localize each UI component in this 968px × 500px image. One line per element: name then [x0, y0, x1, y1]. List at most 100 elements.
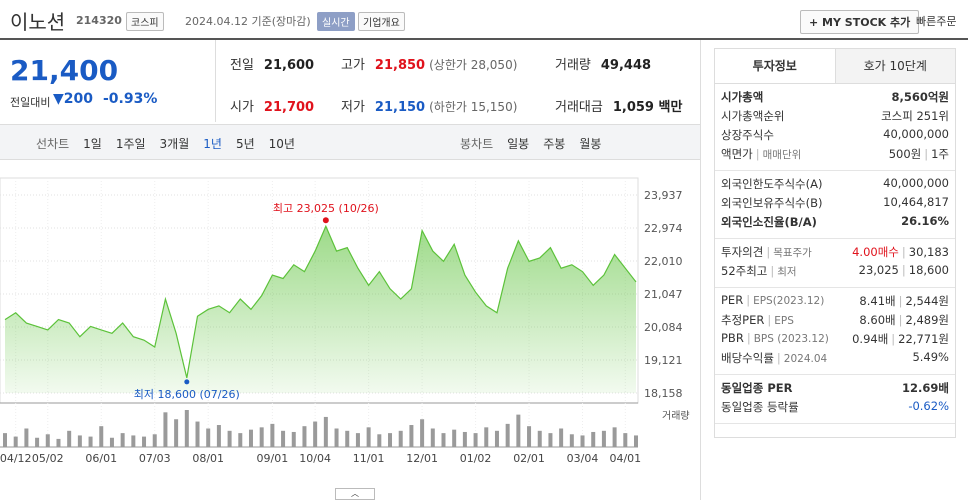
volume-bar — [35, 437, 40, 447]
volume-bar — [13, 436, 18, 447]
volume-bar — [67, 430, 72, 447]
tab[interactable]: 3개월 — [159, 137, 190, 151]
volume-bar — [516, 414, 521, 447]
tab[interactable]: 1년 — [203, 137, 222, 151]
row-label: 동일업종 PER — [721, 380, 792, 396]
quote: 거래량 49,448 — [555, 54, 651, 73]
volume-bar — [109, 437, 114, 447]
quote: 시가 21,700 — [230, 96, 314, 115]
side-row: 동일업종 등락률 -0.62% — [715, 399, 955, 418]
volume-bar — [99, 426, 104, 447]
value-part: 5.49% — [912, 350, 949, 364]
value-part: -0.62% — [908, 399, 949, 413]
value-part: 30,183 — [908, 245, 949, 259]
toggle[interactable]: ︿ — [335, 488, 375, 500]
value-part: 22,771원 — [898, 332, 949, 346]
volume-bar — [580, 435, 585, 447]
divider — [700, 40, 701, 500]
label-part: 외국인소진율(B/A) — [721, 215, 817, 229]
separator: | — [924, 147, 929, 161]
x-tick-label: 04/12 — [0, 452, 32, 465]
side-section: PER | EPS(2023.12) 8.41배 | 2,544원 추정PER | EPS 8.6… — [715, 288, 955, 375]
side-row: 외국인소진율(B/A) 26.16% — [715, 214, 955, 233]
value-part: 8,560억원 — [891, 90, 949, 104]
tab[interactable]: 5년 — [235, 137, 255, 151]
row-value: 500원 | 1주 — [889, 146, 949, 162]
side-tab[interactable]: 호가 10단계 — [863, 59, 927, 73]
quote-label: 고가 — [341, 58, 365, 73]
label-part: 투자의견 — [721, 245, 764, 259]
tab[interactable]: 1일 — [83, 137, 102, 151]
side-row: PER | EPS(2023.12) 8.41배 | 2,544원 — [715, 293, 955, 312]
side-section: 투자의견 | 목표주가 4.00매수 | 30,183 52주최고 | 최저 23,025 | 18,… — [715, 239, 955, 288]
tab[interactable]: 10년 — [268, 137, 295, 151]
row-label: 52주최고 | 최저 — [721, 263, 797, 279]
x-tick-label: 06/01 — [85, 452, 117, 465]
row-value: 4.00매수 | 30,183 — [852, 244, 949, 260]
side-row: 동일업종 PER 12.69배 — [715, 380, 955, 399]
quote-value: 49,448 — [600, 58, 652, 73]
quote-label: 시가 — [230, 100, 254, 115]
side-row: 외국인보유주식수(B) 10,464,817 — [715, 195, 955, 214]
separator: | — [901, 245, 906, 259]
tab[interactable]: 월봉 — [579, 137, 602, 151]
quote-extra: (상한가 28,050) — [429, 58, 518, 72]
mystock-button[interactable]: + MY STOCK 추가 — [800, 10, 920, 34]
volume-bar — [505, 423, 510, 447]
side-tab[interactable]: 투자정보 — [715, 49, 836, 83]
tab[interactable]: 1주일 — [115, 137, 146, 151]
change-pct: -0.93% — [103, 91, 158, 107]
volume-bar — [216, 425, 221, 447]
x-tick-label: 12/01 — [406, 452, 438, 465]
label-part: 동일업종 등락률 — [721, 400, 799, 414]
label-part: 시가총액 — [721, 90, 764, 104]
side-row: 액면가 | 매매단위 500원 | 1주 — [715, 146, 955, 165]
row-label: PBR | BPS (2023.12) — [721, 331, 829, 345]
quote-value: 21,700 — [263, 100, 315, 115]
market-badge: 코스피 — [126, 12, 164, 31]
tab[interactable]: 주봉 — [543, 137, 566, 151]
row-label: 외국인한도주식수(A) — [721, 176, 822, 192]
x-tick-label: 11/01 — [353, 452, 385, 465]
row-value: 8.60배 | 2,489원 — [859, 312, 949, 328]
value-part: 10,464,817 — [883, 195, 949, 209]
side-row: PBR | BPS (2023.12) 0.94배 | 22,771원 — [715, 331, 955, 350]
volume-bar — [270, 423, 275, 447]
top-rule — [0, 38, 968, 40]
value-part: 26.16% — [901, 214, 949, 228]
realtime-button[interactable]: 실시간 — [317, 12, 355, 31]
value-part: 1주 — [931, 147, 949, 161]
y-tick-label: 19,121 — [644, 354, 683, 367]
separator: | — [891, 332, 896, 346]
overview-button[interactable]: 기업개요 — [358, 12, 405, 31]
separator: | — [746, 331, 751, 345]
volume-bar — [323, 416, 328, 447]
volume-bar — [248, 429, 253, 447]
value-part: 23,025 — [858, 263, 899, 277]
change-label: 전일대비 — [10, 96, 51, 109]
volume-bar — [120, 433, 125, 447]
tab[interactable]: 일봉 — [507, 137, 530, 151]
row-label: 액면가 | 매매단위 — [721, 146, 801, 162]
side-row: 배당수익률 | 2024.04 5.49% — [715, 350, 955, 369]
value-part: 0.94배 — [852, 332, 889, 346]
value-part: 코스피 251위 — [881, 109, 949, 123]
volume-bar — [591, 431, 596, 447]
stock-name: 이노션 — [10, 10, 66, 34]
volume-bar — [623, 433, 628, 447]
chart: 23,937 22,974 22,010 21,047 20,084 19,121 18,1… — [0, 177, 690, 465]
tab-bar: 선차트 1일 1주일 3개월 1년 5년 10년 봉차트 일봉 주봉 월봉 — [0, 124, 700, 160]
volume-bar — [559, 428, 564, 447]
side-row: 52주최고 | 최저 23,025 | 18,600 — [715, 263, 955, 282]
quick-order[interactable]: 빠른주문 — [916, 15, 957, 28]
volume-label: 거래량 — [662, 410, 690, 422]
side-row: 외국인한도주식수(A) 40,000,000 — [715, 176, 955, 195]
volume-bar — [88, 436, 93, 447]
row-label: 상장주식수 — [721, 127, 774, 143]
value-part: 12.69배 — [902, 381, 949, 395]
price-line — [4, 224, 637, 378]
label-part: 추정PER — [721, 313, 765, 327]
quote: 전일 21,600 — [230, 54, 314, 73]
